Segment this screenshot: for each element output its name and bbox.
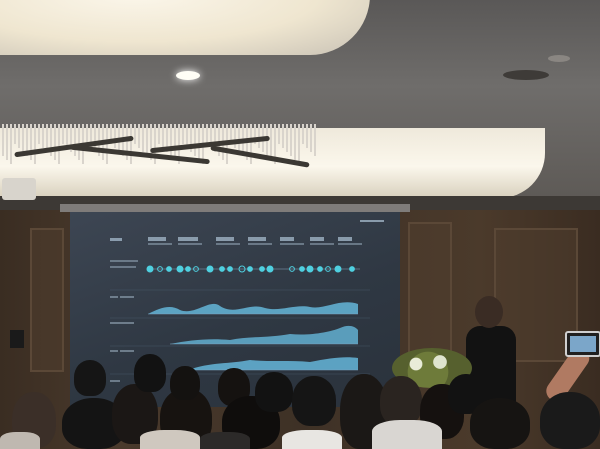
- downlight: [176, 71, 200, 80]
- audience-shoulders: [200, 432, 250, 449]
- audience-head: [170, 366, 200, 400]
- audience-head: [292, 376, 336, 426]
- audience-shoulders: [140, 430, 200, 449]
- wall-panel: [30, 228, 64, 372]
- screen-housing: [60, 204, 410, 212]
- timeline-dots: [146, 265, 355, 273]
- chandelier: [0, 124, 318, 176]
- ceiling-vent: [503, 70, 549, 80]
- projected-dashboard: [110, 220, 384, 382]
- area-chart-3: [188, 357, 358, 370]
- presenter-head: [475, 296, 503, 328]
- wall-panel: [408, 222, 452, 356]
- phone-camera: [565, 331, 600, 357]
- area-chart-1: [148, 302, 358, 314]
- audience-head: [74, 360, 106, 396]
- audience-head: [255, 372, 293, 412]
- audience-shoulders: [282, 430, 342, 449]
- audience-shoulders: [0, 432, 40, 449]
- audience-shoulders: [372, 420, 442, 449]
- audience-head: [380, 376, 422, 426]
- audience-head: [134, 354, 166, 392]
- audience-head: [540, 392, 600, 449]
- area-chart-2: [170, 325, 358, 344]
- audience-head: [470, 398, 530, 449]
- downlight: [548, 55, 570, 62]
- projector: [2, 178, 36, 200]
- microphone-stand: [10, 330, 24, 348]
- ceiling-cove-light: [0, 0, 370, 55]
